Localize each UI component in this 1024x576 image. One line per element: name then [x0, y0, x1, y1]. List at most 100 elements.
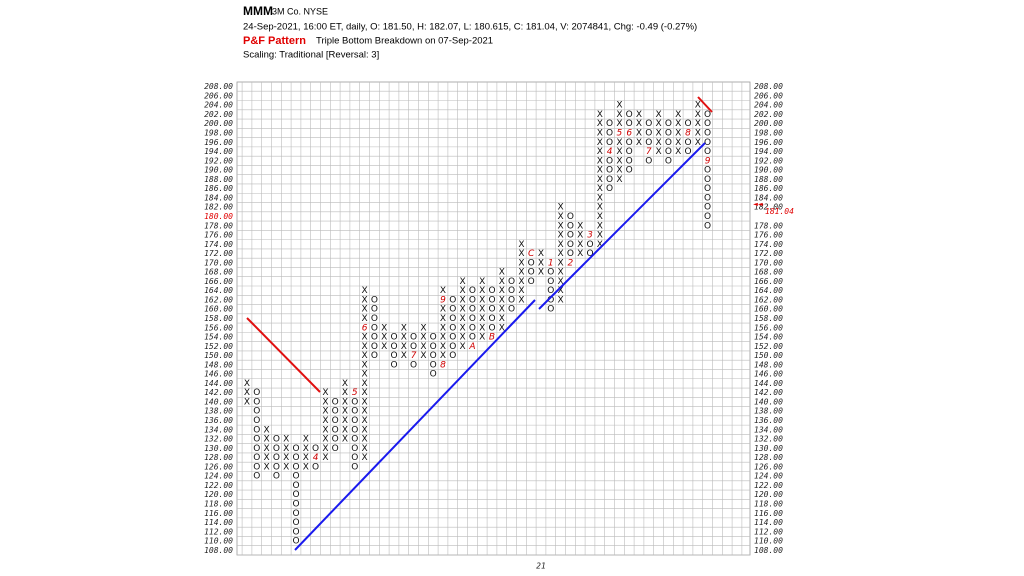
box: X	[460, 333, 466, 343]
box: X	[283, 462, 289, 472]
y-tick-label: 144.00	[204, 379, 233, 388]
box: O	[665, 119, 672, 129]
y-tick-label: 152.00	[204, 342, 233, 351]
box: X	[499, 268, 505, 278]
y-tick-label: 118.00	[204, 499, 233, 508]
y-tick-label: 120.00	[204, 490, 233, 499]
box: O	[684, 138, 691, 148]
box: O	[704, 221, 711, 231]
box: X	[597, 110, 603, 120]
box: X	[597, 212, 603, 222]
box: X	[362, 342, 368, 352]
box: X	[597, 240, 603, 250]
box: O	[312, 462, 319, 472]
box: O	[351, 425, 358, 435]
box: X	[558, 286, 564, 296]
y-tick-label-right: 202.00	[754, 110, 783, 119]
box: O	[253, 472, 260, 482]
box: X	[420, 323, 426, 333]
box: X	[597, 221, 603, 231]
y-tick-label: 122.00	[204, 481, 233, 490]
y-tick-label: 138.00	[204, 407, 233, 416]
y-tick-label: 170.00	[204, 258, 233, 267]
box: O	[410, 342, 417, 352]
box: O	[292, 453, 299, 463]
box: X	[303, 462, 309, 472]
y-tick-label-right: 146.00	[754, 370, 783, 379]
box: O	[371, 351, 378, 361]
y-tick-label: 208.00	[204, 82, 233, 91]
box: X	[675, 110, 681, 120]
box: O	[704, 193, 711, 203]
box: X	[342, 416, 348, 426]
box: X	[616, 147, 622, 157]
box: O	[469, 333, 476, 343]
box: X	[616, 138, 622, 148]
box: O	[586, 240, 593, 250]
box: X	[695, 129, 701, 139]
box: X	[558, 221, 564, 231]
box: O	[371, 295, 378, 305]
y-tick-label-right: 174.00	[754, 240, 783, 249]
box: O	[645, 119, 652, 129]
box: O	[253, 453, 260, 463]
box: O	[528, 268, 535, 278]
y-tick-label-right: 194.00	[754, 147, 783, 156]
box: X	[616, 119, 622, 129]
box: X	[362, 425, 368, 435]
box: X	[264, 462, 270, 472]
box: X	[362, 370, 368, 380]
y-tick-label: 172.00	[204, 249, 233, 258]
box: O	[430, 351, 437, 361]
box: O	[351, 407, 358, 417]
month-marker: 9	[705, 156, 711, 166]
box: X	[597, 147, 603, 157]
y-tick-label: 204.00	[204, 101, 233, 110]
box: X	[597, 119, 603, 129]
y-tick-label: 154.00	[204, 333, 233, 342]
box: X	[479, 277, 485, 287]
box: X	[616, 110, 622, 120]
box: X	[322, 453, 328, 463]
y-tick-label: 158.00	[204, 314, 233, 323]
year-label: 21	[536, 562, 546, 571]
box: X	[440, 351, 446, 361]
columns: XXXOOOOOOOOOOXXXXXOOOOOXXXXOOOOOOOOOOOXX…	[244, 101, 711, 547]
box: X	[577, 240, 583, 250]
box: X	[342, 407, 348, 417]
box: X	[420, 333, 426, 343]
box: O	[606, 156, 613, 166]
y-tick-label-right: 164.00	[754, 286, 783, 295]
box: O	[665, 129, 672, 139]
box: O	[332, 407, 339, 417]
y-tick-label: 116.00	[204, 509, 233, 518]
box: X	[479, 314, 485, 324]
y-tick-label-right: 122.00	[754, 481, 783, 490]
box: O	[292, 527, 299, 537]
y-tick-label-right: 158.00	[754, 314, 783, 323]
y-tick-label-right: 190.00	[754, 166, 783, 175]
box: X	[322, 397, 328, 407]
box: X	[244, 379, 250, 389]
box: O	[626, 156, 633, 166]
y-tick-label: 146.00	[204, 370, 233, 379]
y-tick-label: 156.00	[204, 323, 233, 332]
y-tick-label-right: 200.00	[754, 119, 783, 128]
box: X	[362, 351, 368, 361]
box: O	[253, 425, 260, 435]
box: O	[488, 314, 495, 324]
box: X	[342, 425, 348, 435]
box: O	[430, 360, 437, 370]
box: O	[645, 138, 652, 148]
box: O	[704, 110, 711, 120]
